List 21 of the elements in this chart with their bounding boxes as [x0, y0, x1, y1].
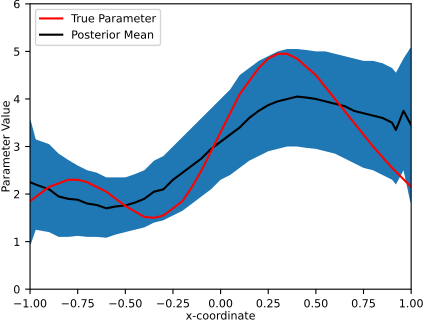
- y-axis-title: Parameter Value: [1, 101, 10, 192]
- y-tick-label: 2: [14, 190, 20, 198]
- x-tick-label: −0.50: [109, 299, 142, 308]
- x-tick-label: 0.50: [304, 299, 328, 308]
- y-tick-label: 3: [14, 142, 20, 151]
- y-tick-label: 5: [14, 48, 20, 56]
- y-tick-label: 0: [14, 285, 20, 294]
- x-tick-label: −0.75: [62, 299, 94, 308]
- x-tick-label: 0.25: [256, 299, 280, 308]
- x-axis-title: x-coordinate: [186, 311, 255, 320]
- line-series: [30, 52, 412, 219]
- x-tick-label: −0.25: [157, 299, 190, 308]
- x-tick-label: 0.00: [208, 299, 232, 308]
- legend-label: Posterior Mean: [72, 30, 154, 39]
- y-tick-label: 6: [14, 0, 20, 8]
- legend-label: True Parameter: [71, 14, 156, 22]
- x-tick-label: 1.00: [400, 299, 423, 308]
- y-tick-label: 4: [14, 95, 20, 104]
- x-tick-label: −1.00: [14, 299, 46, 308]
- x-tick-label: 0.75: [352, 299, 375, 308]
- y-tick-label: 1: [14, 238, 20, 246]
